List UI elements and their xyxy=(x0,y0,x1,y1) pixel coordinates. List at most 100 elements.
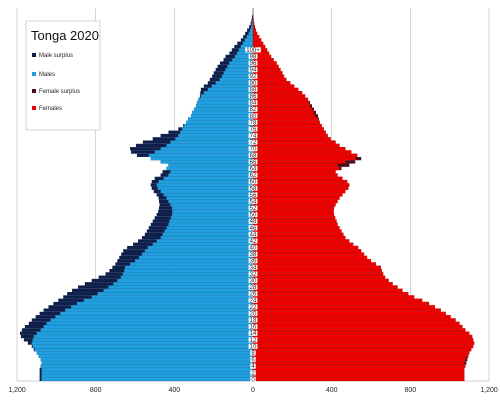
male-bar xyxy=(36,351,254,355)
female-surplus-bar xyxy=(339,166,342,171)
female-bar xyxy=(252,81,291,85)
age-tick-label: 64 xyxy=(250,166,257,172)
male-surplus-bar xyxy=(142,140,171,144)
male-surplus-bar xyxy=(19,331,37,335)
male-surplus-bar xyxy=(31,344,33,349)
age-tick-label: 8 xyxy=(251,351,255,357)
age-tick-label: 34 xyxy=(250,265,257,271)
male-surplus-bar xyxy=(141,236,161,240)
male-surplus-bar xyxy=(154,176,164,181)
age-label-background xyxy=(248,238,258,244)
male-surplus-bar xyxy=(28,321,47,325)
age-tick-label: 20 xyxy=(250,311,257,317)
male-surplus-bar xyxy=(150,222,169,227)
female-bar xyxy=(252,235,346,240)
female-bar xyxy=(252,377,465,382)
male-bar xyxy=(170,140,254,144)
male-bar xyxy=(36,331,254,335)
male-bar xyxy=(41,367,254,372)
male-bar xyxy=(103,288,254,293)
age-label-background xyxy=(248,132,258,139)
male-surplus-bar xyxy=(39,311,61,316)
female-bar xyxy=(252,242,354,246)
age-tick-label: 82 xyxy=(250,107,257,113)
age-label-background xyxy=(248,100,258,106)
male-surplus-bar xyxy=(91,278,118,283)
female-bar xyxy=(252,341,475,345)
male-bar xyxy=(156,183,254,187)
age-tick-label: 6 xyxy=(251,358,255,364)
male-bar xyxy=(34,347,254,352)
age-label-background xyxy=(248,172,258,178)
male-surplus-bar xyxy=(27,341,32,345)
male-bar xyxy=(160,235,254,240)
male-bar xyxy=(195,104,254,108)
x-tick-label: 1,200 xyxy=(480,387,498,394)
female-bar xyxy=(252,28,257,32)
male-surplus-bar xyxy=(156,193,164,197)
male-surplus-bar xyxy=(121,252,142,256)
female-surplus-bar xyxy=(310,104,312,108)
female-surplus-bar xyxy=(355,156,362,161)
age-tick-label: 100+ xyxy=(246,48,260,54)
age-label-background xyxy=(248,251,258,257)
female-bar xyxy=(252,186,349,190)
female-bar xyxy=(252,268,382,273)
male-bar xyxy=(108,285,254,289)
female-bar xyxy=(252,331,470,335)
x-axis-tick-labels: 1,200 800 400 0 400 800 1,200 xyxy=(8,387,498,394)
male-surplus-bar xyxy=(154,216,171,220)
male-bar xyxy=(184,123,254,128)
age-label-background xyxy=(248,80,258,86)
male-bar xyxy=(193,107,254,111)
male-surplus-bar xyxy=(127,245,148,250)
age-tick-label: 86 xyxy=(250,94,257,100)
male-surplus-bar xyxy=(207,81,216,85)
female-bar xyxy=(252,176,343,181)
female-bar xyxy=(252,123,322,128)
age-tick-label: 90 xyxy=(250,81,257,87)
female-bar xyxy=(252,308,441,312)
male-bar xyxy=(207,87,254,92)
male-bar xyxy=(144,249,254,253)
male-bar xyxy=(244,38,254,42)
age-tick-label: 80 xyxy=(250,114,257,120)
male-bar xyxy=(32,344,254,349)
age-label-background xyxy=(248,258,258,264)
female-bar xyxy=(252,315,451,319)
male-surplus-bar xyxy=(58,298,84,302)
male-bar xyxy=(40,364,254,368)
female-surplus-bar xyxy=(464,361,467,365)
age-label-background xyxy=(248,198,258,205)
female-bar xyxy=(252,183,350,187)
male-bar xyxy=(46,321,254,326)
legend-box xyxy=(25,20,101,131)
age-tick-label: 32 xyxy=(250,272,257,278)
male-surplus-bar xyxy=(247,28,251,32)
age-tick-label: 26 xyxy=(250,292,257,298)
female-bar xyxy=(252,34,260,39)
age-tick-label: 16 xyxy=(250,325,257,331)
female-bar xyxy=(252,364,466,368)
male-bar xyxy=(156,239,254,243)
legend-label-female-surplus: Female surplus xyxy=(39,89,80,95)
age-tick-label: 98 xyxy=(250,54,257,60)
male-bar xyxy=(65,308,254,312)
female-surplus-bar xyxy=(337,163,350,167)
age-label-background xyxy=(248,277,258,284)
male-bar xyxy=(160,160,254,164)
age-label-background xyxy=(248,244,258,251)
age-label-background xyxy=(248,317,258,323)
male-surplus-bar xyxy=(231,48,239,52)
male-bar xyxy=(31,341,254,345)
female-surplus-bar xyxy=(465,357,468,362)
female-bar xyxy=(252,130,326,134)
male-bar xyxy=(169,219,254,223)
age-label-background xyxy=(248,60,258,66)
female-bar xyxy=(252,114,316,118)
male-surplus-bar xyxy=(215,68,226,72)
female-bar xyxy=(252,117,318,121)
female-bar xyxy=(252,209,334,214)
x-tick-label: 0 xyxy=(251,387,255,394)
female-surplus-bar xyxy=(312,107,314,111)
